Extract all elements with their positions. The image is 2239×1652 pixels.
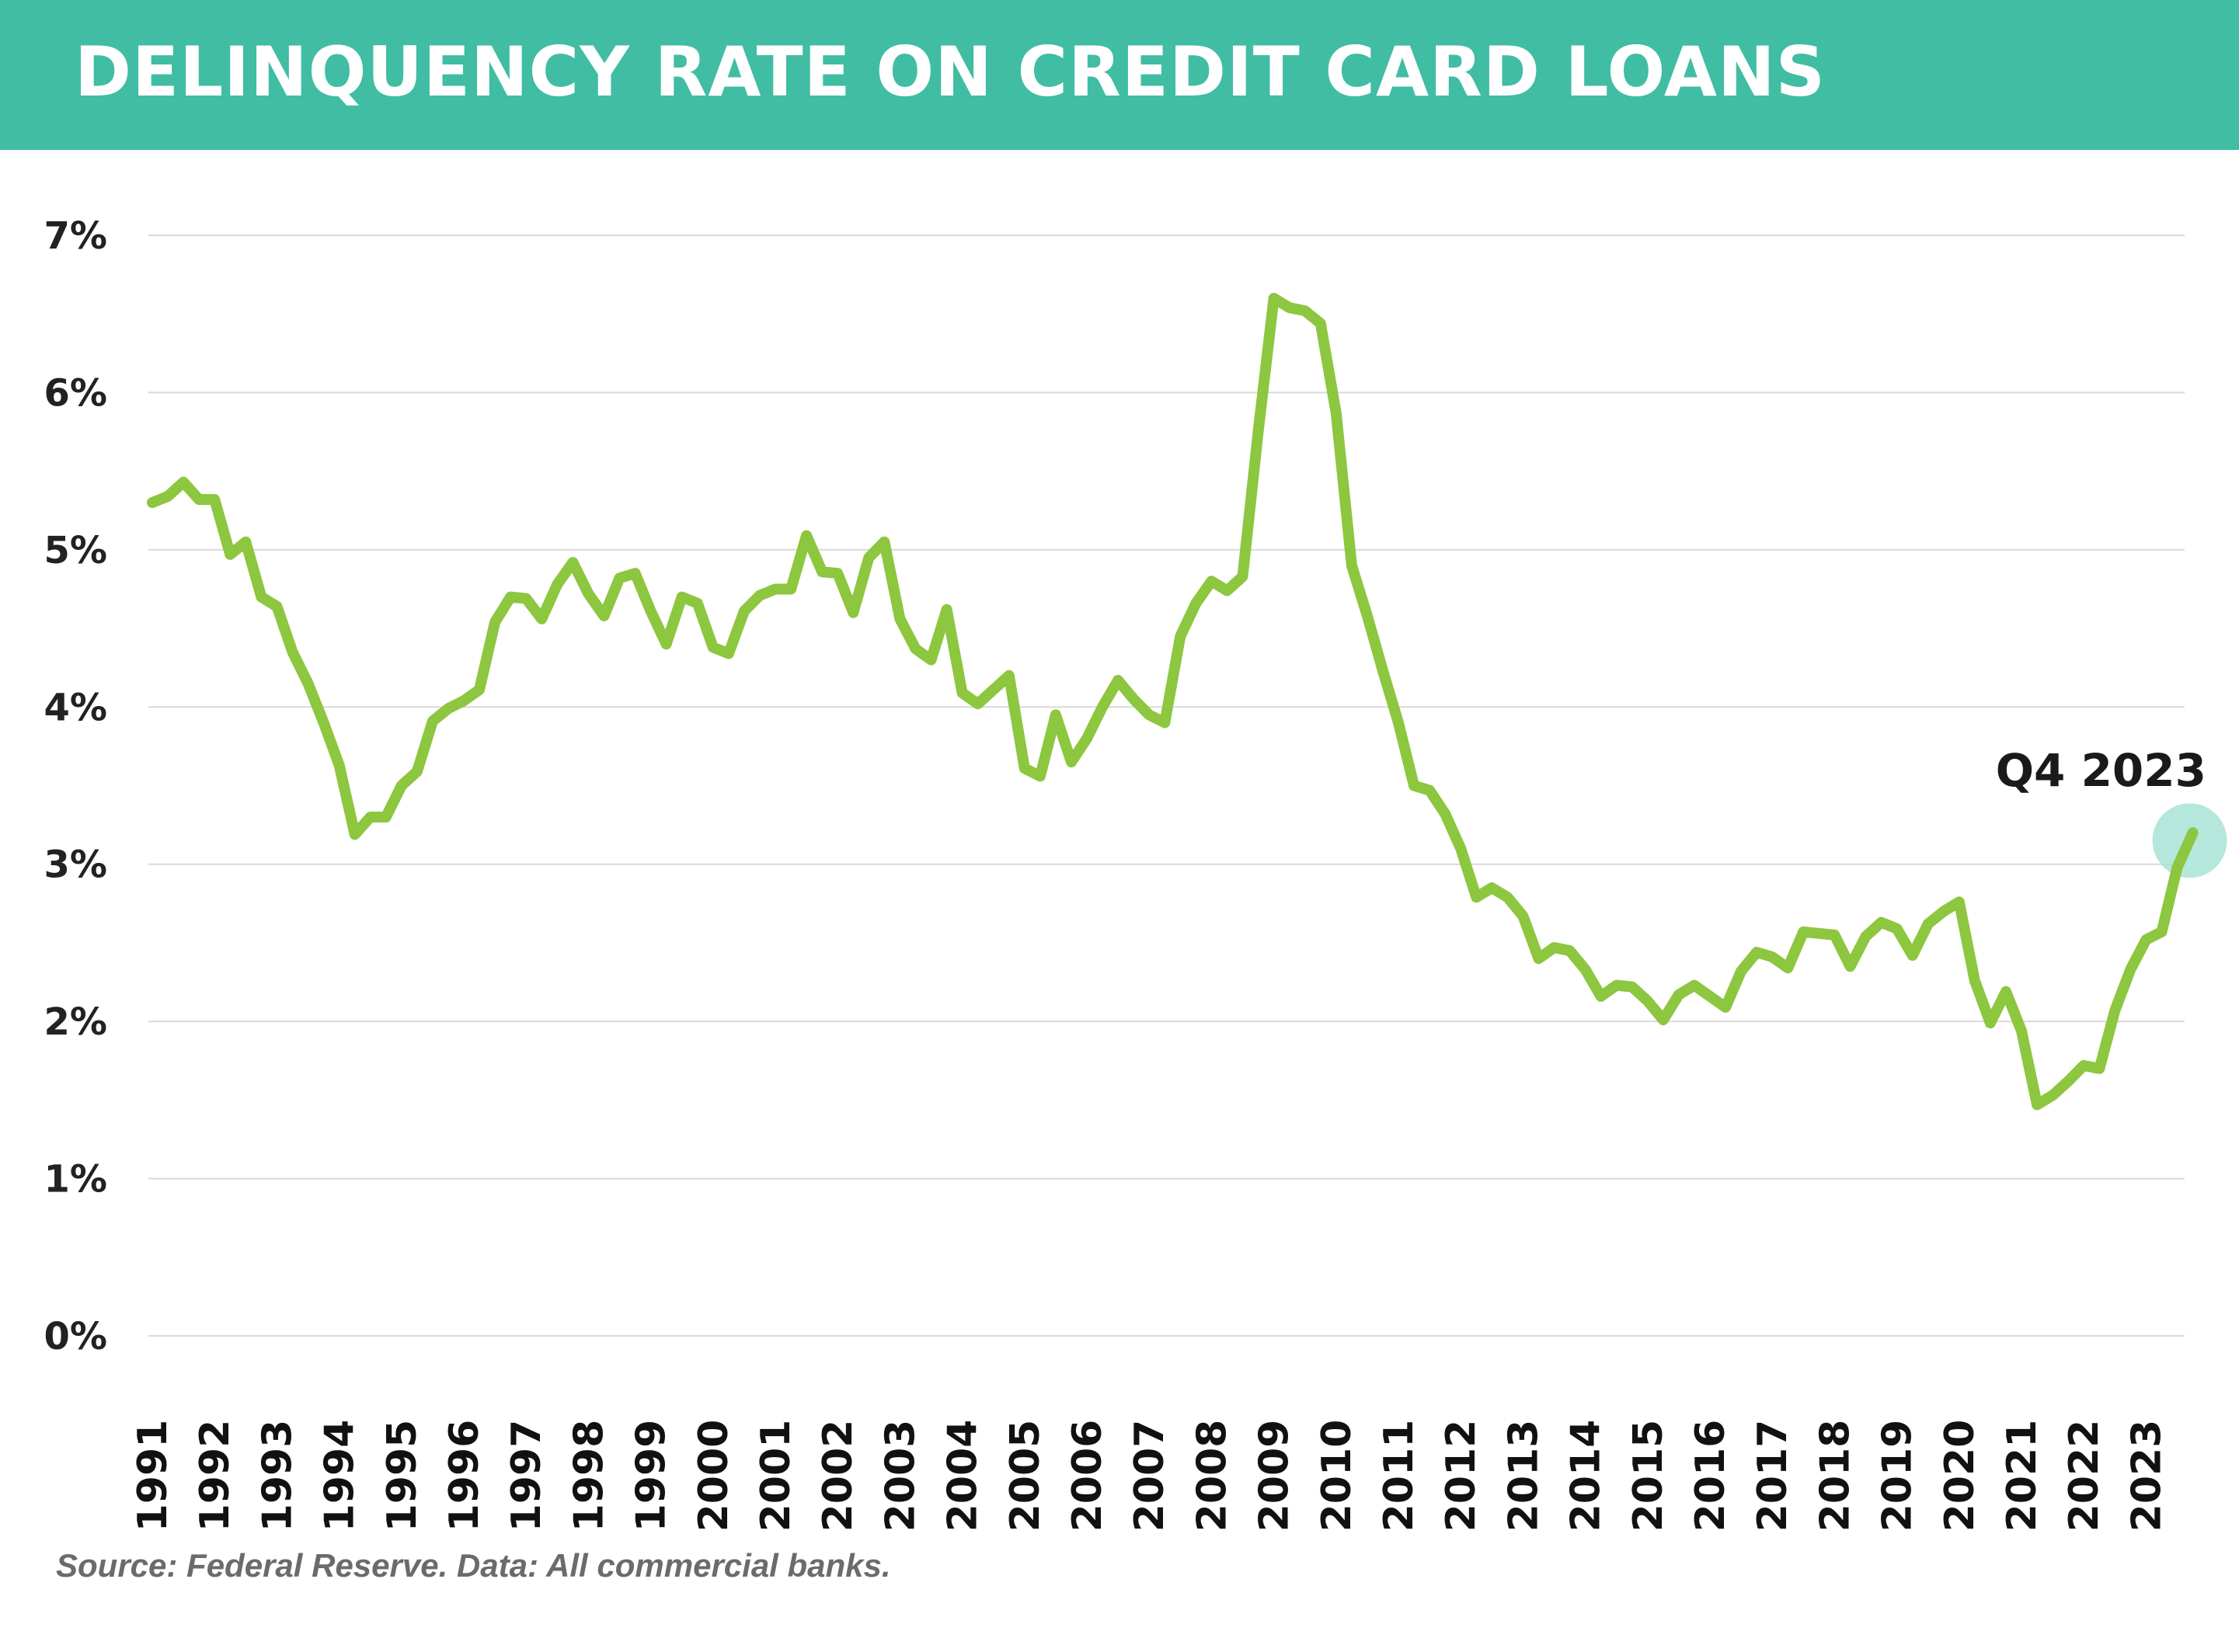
x-tick-label: 2013 [1500,1420,1547,1532]
x-tick-label: 1995 [379,1420,426,1532]
chart-title: DELINQUENCY RATE ON CREDIT CARD LOANS [75,32,1826,112]
x-tick-label: 2015 [1625,1420,1672,1532]
annotation-label: Q4 2023 [1996,744,2206,797]
y-tick-label: 4% [44,686,108,729]
x-tick-label: 2005 [1002,1420,1049,1532]
x-tick-label: 2017 [1750,1420,1796,1532]
x-tick-label: 2021 [1999,1420,2046,1532]
x-tick-label: 2006 [1064,1420,1111,1532]
x-tick-label: 2001 [753,1420,799,1532]
x-tick-label: 2019 [1875,1420,1921,1532]
x-tick-label: 2002 [815,1420,862,1532]
y-tick-label: 2% [44,1000,108,1044]
x-tick-label: 1993 [254,1420,301,1532]
y-tick-label: 5% [44,529,108,572]
x-tick-label: 1996 [441,1420,488,1532]
x-tick-label: 2009 [1252,1420,1298,1532]
y-tick-label: 0% [44,1315,108,1358]
x-tick-label: 2016 [1687,1420,1734,1532]
x-tick-label: 2008 [1189,1420,1235,1532]
y-tick-label: 6% [44,371,108,415]
x-tick-label: 2012 [1438,1420,1485,1532]
header-bar: DELINQUENCY RATE ON CREDIT CARD LOANS [0,0,2239,150]
series-line [147,293,2199,1111]
x-tick-label: 2003 [877,1420,924,1532]
x-tick-label: 1999 [629,1420,675,1532]
x-tick-label: 1998 [566,1420,612,1532]
x-tick-label: 2022 [2061,1420,2108,1532]
x-tick-label: 1994 [317,1420,364,1532]
x-tick-label: 1997 [503,1420,550,1532]
y-tick-label: 7% [44,214,108,258]
x-tick-label: 2020 [1937,1420,1983,1532]
x-tick-label: 2018 [1812,1420,1858,1532]
y-tick-label: 3% [44,843,108,887]
source-note: Source: Federal Reserve. Data: All comme… [56,1547,891,1584]
x-tick-label: 2007 [1126,1420,1173,1532]
x-tick-label: 2023 [2123,1420,2170,1532]
x-tick-label: 2014 [1563,1420,1610,1532]
x-tick-label: 2011 [1376,1420,1422,1532]
x-tick-label: 1992 [192,1420,239,1532]
line-chart: 0% 1% 2% 3% 4% 5% 6% 7% 1991 1992 1993 1994 1995 1996… [44,214,2227,1532]
x-tick-label: 2004 [940,1420,987,1532]
y-tick-label: 1% [44,1158,108,1202]
x-tick-label: 1991 [130,1420,176,1532]
x-tick-label: 2010 [1314,1420,1360,1532]
x-tick-label: 2000 [691,1420,737,1532]
